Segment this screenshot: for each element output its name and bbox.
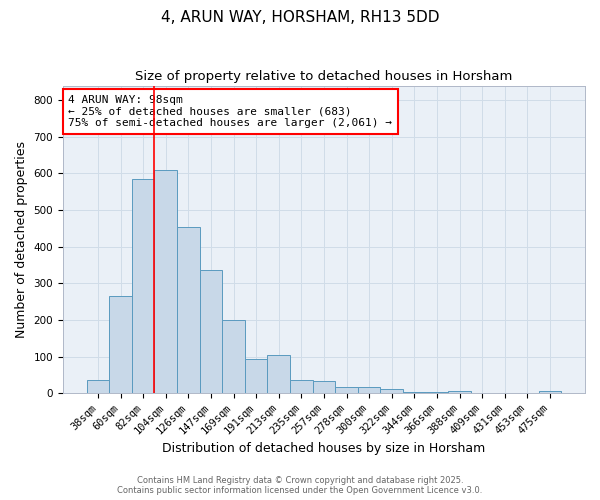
Bar [268, 356, 290, 393]
Bar [313, 382, 335, 393]
Bar [448, 392, 471, 393]
Y-axis label: Number of detached properties: Number of detached properties [15, 141, 28, 338]
Text: 4, ARUN WAY, HORSHAM, RH13 5DD: 4, ARUN WAY, HORSHAM, RH13 5DD [161, 10, 439, 25]
Bar [109, 296, 132, 393]
Bar [200, 270, 222, 393]
Title: Size of property relative to detached houses in Horsham: Size of property relative to detached ho… [135, 70, 512, 83]
Bar [403, 392, 425, 393]
Bar [132, 179, 154, 393]
Bar [245, 359, 268, 393]
Bar [86, 380, 109, 393]
Bar [358, 387, 380, 393]
Bar [380, 390, 403, 393]
Bar [290, 380, 313, 393]
Bar [177, 226, 200, 393]
Bar [222, 320, 245, 393]
Bar [539, 391, 561, 393]
Bar [154, 170, 177, 393]
Text: 4 ARUN WAY: 98sqm
← 25% of detached houses are smaller (683)
75% of semi-detache: 4 ARUN WAY: 98sqm ← 25% of detached hous… [68, 95, 392, 128]
X-axis label: Distribution of detached houses by size in Horsham: Distribution of detached houses by size … [163, 442, 485, 455]
Text: Contains HM Land Registry data © Crown copyright and database right 2025.
Contai: Contains HM Land Registry data © Crown c… [118, 476, 482, 495]
Bar [425, 392, 448, 393]
Bar [335, 387, 358, 393]
